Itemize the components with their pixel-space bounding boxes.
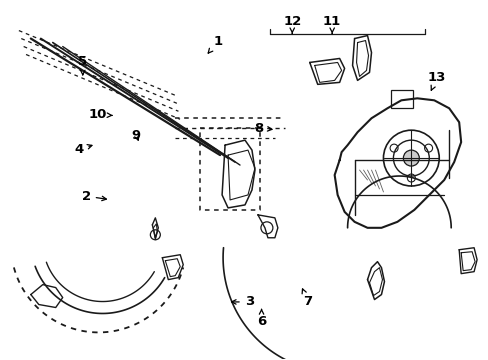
Text: 6: 6 xyxy=(256,309,265,328)
Text: 13: 13 xyxy=(427,71,445,90)
Text: 3: 3 xyxy=(231,296,253,309)
Text: 7: 7 xyxy=(302,289,312,309)
Text: 10: 10 xyxy=(88,108,112,121)
Bar xyxy=(390,90,412,108)
Text: 9: 9 xyxy=(132,129,141,142)
Text: 4: 4 xyxy=(74,143,92,156)
Circle shape xyxy=(403,150,419,166)
Text: 1: 1 xyxy=(208,35,222,53)
Text: 8: 8 xyxy=(254,122,271,135)
Text: 5: 5 xyxy=(78,55,87,75)
Text: 2: 2 xyxy=(81,190,106,203)
Text: 12: 12 xyxy=(283,15,301,33)
Text: 11: 11 xyxy=(323,15,341,33)
